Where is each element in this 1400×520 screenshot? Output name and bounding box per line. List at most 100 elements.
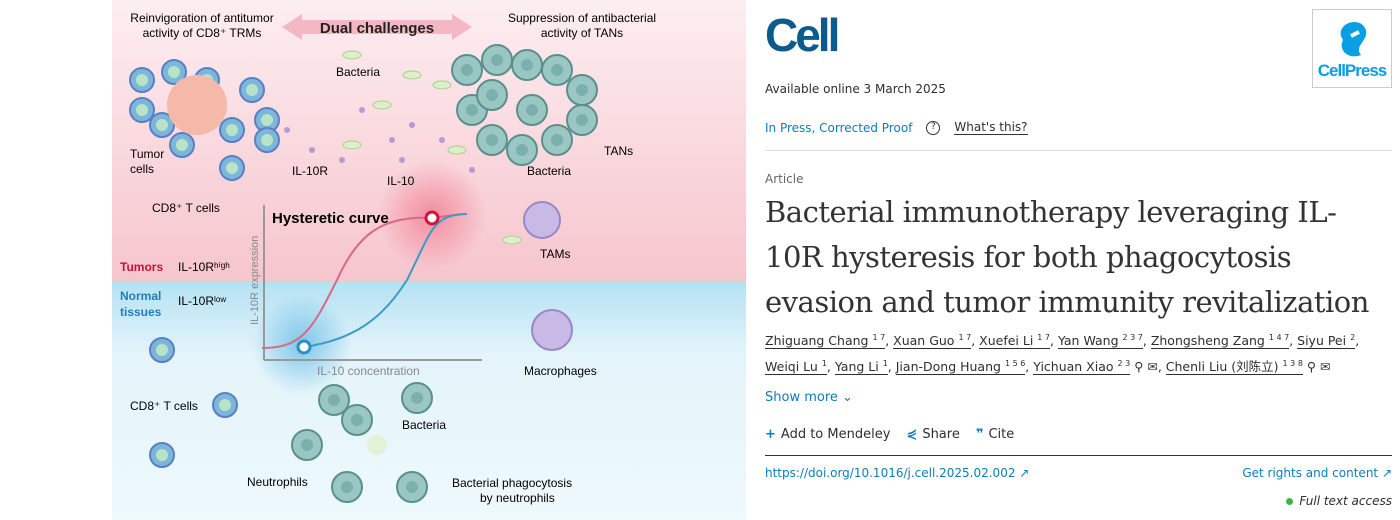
svg-text:Neutrophils: Neutrophils [247,475,308,489]
green-dot-icon [1286,498,1294,505]
access-status: Full text access [1286,494,1392,508]
svg-text:Tumor: Tumor [130,147,164,161]
cell-icon [261,114,273,126]
cell-icon [469,167,475,173]
svg-text:by neutrophils: by neutrophils [480,491,555,505]
cell-icon [516,144,528,156]
author-link[interactable]: Yichuan Xiao 2 3 [1033,359,1131,376]
author-link[interactable]: Chenli Liu (刘陈立) 1 3 8 [1165,359,1303,376]
svg-text:CD8⁺ T cells: CD8⁺ T cells [152,201,220,215]
share-icon: ⋞ [906,427,918,442]
svg-text:IL-10 concentration: IL-10 concentration [317,364,420,378]
cell-icon [531,309,573,351]
svg-text:IL-10Rʰⁱᵍʰ: IL-10Rʰⁱᵍʰ [178,260,230,274]
cell-icon [168,66,180,78]
cell-journal-logo[interactable]: Cell [765,9,840,61]
author-link[interactable]: Zhiguang Chang 1 7 [765,333,886,350]
cellpress-mark-icon [1340,21,1367,57]
author-link[interactable]: Jian-Dong Huang 1 5 6 [895,359,1026,376]
cell-icon [399,157,405,163]
cell-icon [284,127,290,133]
svg-text:Hysteretic curve: Hysteretic curve [272,210,389,227]
cell-icon [341,481,353,493]
svg-text:Tumors: Tumors [120,260,163,274]
author-link[interactable]: Weiqi Lu 1 [765,359,827,376]
svg-text:IL-10Rˡᵒʷ: IL-10Rˡᵒʷ [178,294,226,308]
doi-link[interactable]: https://doi.org/10.1016/j.cell.2025.02.0… [765,466,1030,480]
svg-text:Suppression of antibacterial: Suppression of antibacterial [508,11,656,25]
author-link[interactable]: Siyu Pei 2 [1297,333,1356,350]
cell-icon [328,394,340,406]
svg-text:TANs: TANs [604,144,633,158]
share-button[interactable]: ⋞ Share [906,427,960,442]
cell-icon [359,107,365,113]
bacteria-icon [342,140,362,150]
cell-icon [339,157,345,163]
svg-text:Bacteria: Bacteria [402,418,446,432]
author-email-icon[interactable]: ⚲ ✉ [1302,359,1331,375]
bacteria-icon [372,100,392,110]
cell-icon [521,59,533,71]
author-link[interactable]: Zhongsheng Zang 1 4 7 [1150,333,1290,350]
cell-icon [261,134,273,146]
bacteria-icon [342,50,362,60]
svg-text:Bacteria: Bacteria [336,65,380,79]
svg-text:cells: cells [130,162,154,176]
author-link[interactable]: Xuefei Li 1 7 [979,333,1051,350]
svg-text:Macrophages: Macrophages [524,364,597,378]
cite-button[interactable]: ❞ Cite [975,427,1015,442]
svg-text:IL-10R expression: IL-10R expression [249,236,261,325]
svg-text:CD8⁺ T cells: CD8⁺ T cells [130,399,198,413]
cell-icon [309,147,315,153]
cell-icon [367,435,387,455]
article-type: Article [765,172,804,186]
article-title: Bacterial immunotherapy leveraging IL-10… [765,195,1369,319]
svg-text:Reinvigoration of antitumor: Reinvigoration of antitumor [130,11,273,25]
cell-icon [136,74,148,86]
cell-icon [226,162,238,174]
cell-icon [461,64,473,76]
cell-icon [389,137,395,143]
author-list: Zhiguang Chang 1 7, Xuan Guo 1 7, Xuefei… [765,333,1360,376]
whats-this-link[interactable]: What's this? [954,120,1028,135]
author-link[interactable]: Yan Wang 2 3 7 [1057,333,1143,350]
graphical-abstract: Dual challenges Reinvigoration of antitu… [112,0,746,520]
show-more-button[interactable]: Show more ⌄ [765,390,853,405]
bacteria-icon [432,80,452,90]
cell-icon [409,122,415,128]
svg-text:tissues: tissues [120,305,162,319]
cell-icon [486,134,498,146]
cellpress-logo[interactable]: CellPress [1312,9,1392,88]
svg-text:TAMs: TAMs [540,247,570,261]
cell-icon [486,89,498,101]
cell-icon [246,84,258,96]
bacteria-icon [402,70,422,80]
plus-icon: + [765,427,776,442]
cell-icon [551,134,563,146]
add-to-mendeley-button[interactable]: + Add to Mendeley [765,427,891,442]
cell-icon [351,414,363,426]
available-online: Available online 3 March 2025 [765,82,946,96]
svg-text:activity of TANs: activity of TANs [541,26,623,40]
cell-icon [576,114,588,126]
cell-icon [576,84,588,96]
cell-icon [406,481,418,493]
svg-text:Normal: Normal [120,289,161,303]
author-email-icon[interactable]: ⚲ ✉ [1130,359,1158,375]
cell-icon [156,449,168,461]
cell-icon [136,104,148,116]
author-link[interactable]: Yang Li 1 [834,359,888,376]
cell-icon [156,119,168,131]
svg-text:IL-10: IL-10 [387,174,415,188]
cell-icon [226,124,238,136]
author-link[interactable]: Xuan Guo 1 7 [893,333,972,350]
cell-icon [523,201,561,239]
cell-icon [551,64,563,76]
bacteria-icon [502,235,522,245]
cell-icon [301,439,313,451]
dual-challenges: Dual challenges [320,20,434,37]
quote-icon: ❞ [975,427,984,442]
bacteria-icon [447,145,467,155]
help-icon[interactable]: ? [926,120,941,135]
rights-link[interactable]: Get rights and content ↗ [1242,466,1392,480]
